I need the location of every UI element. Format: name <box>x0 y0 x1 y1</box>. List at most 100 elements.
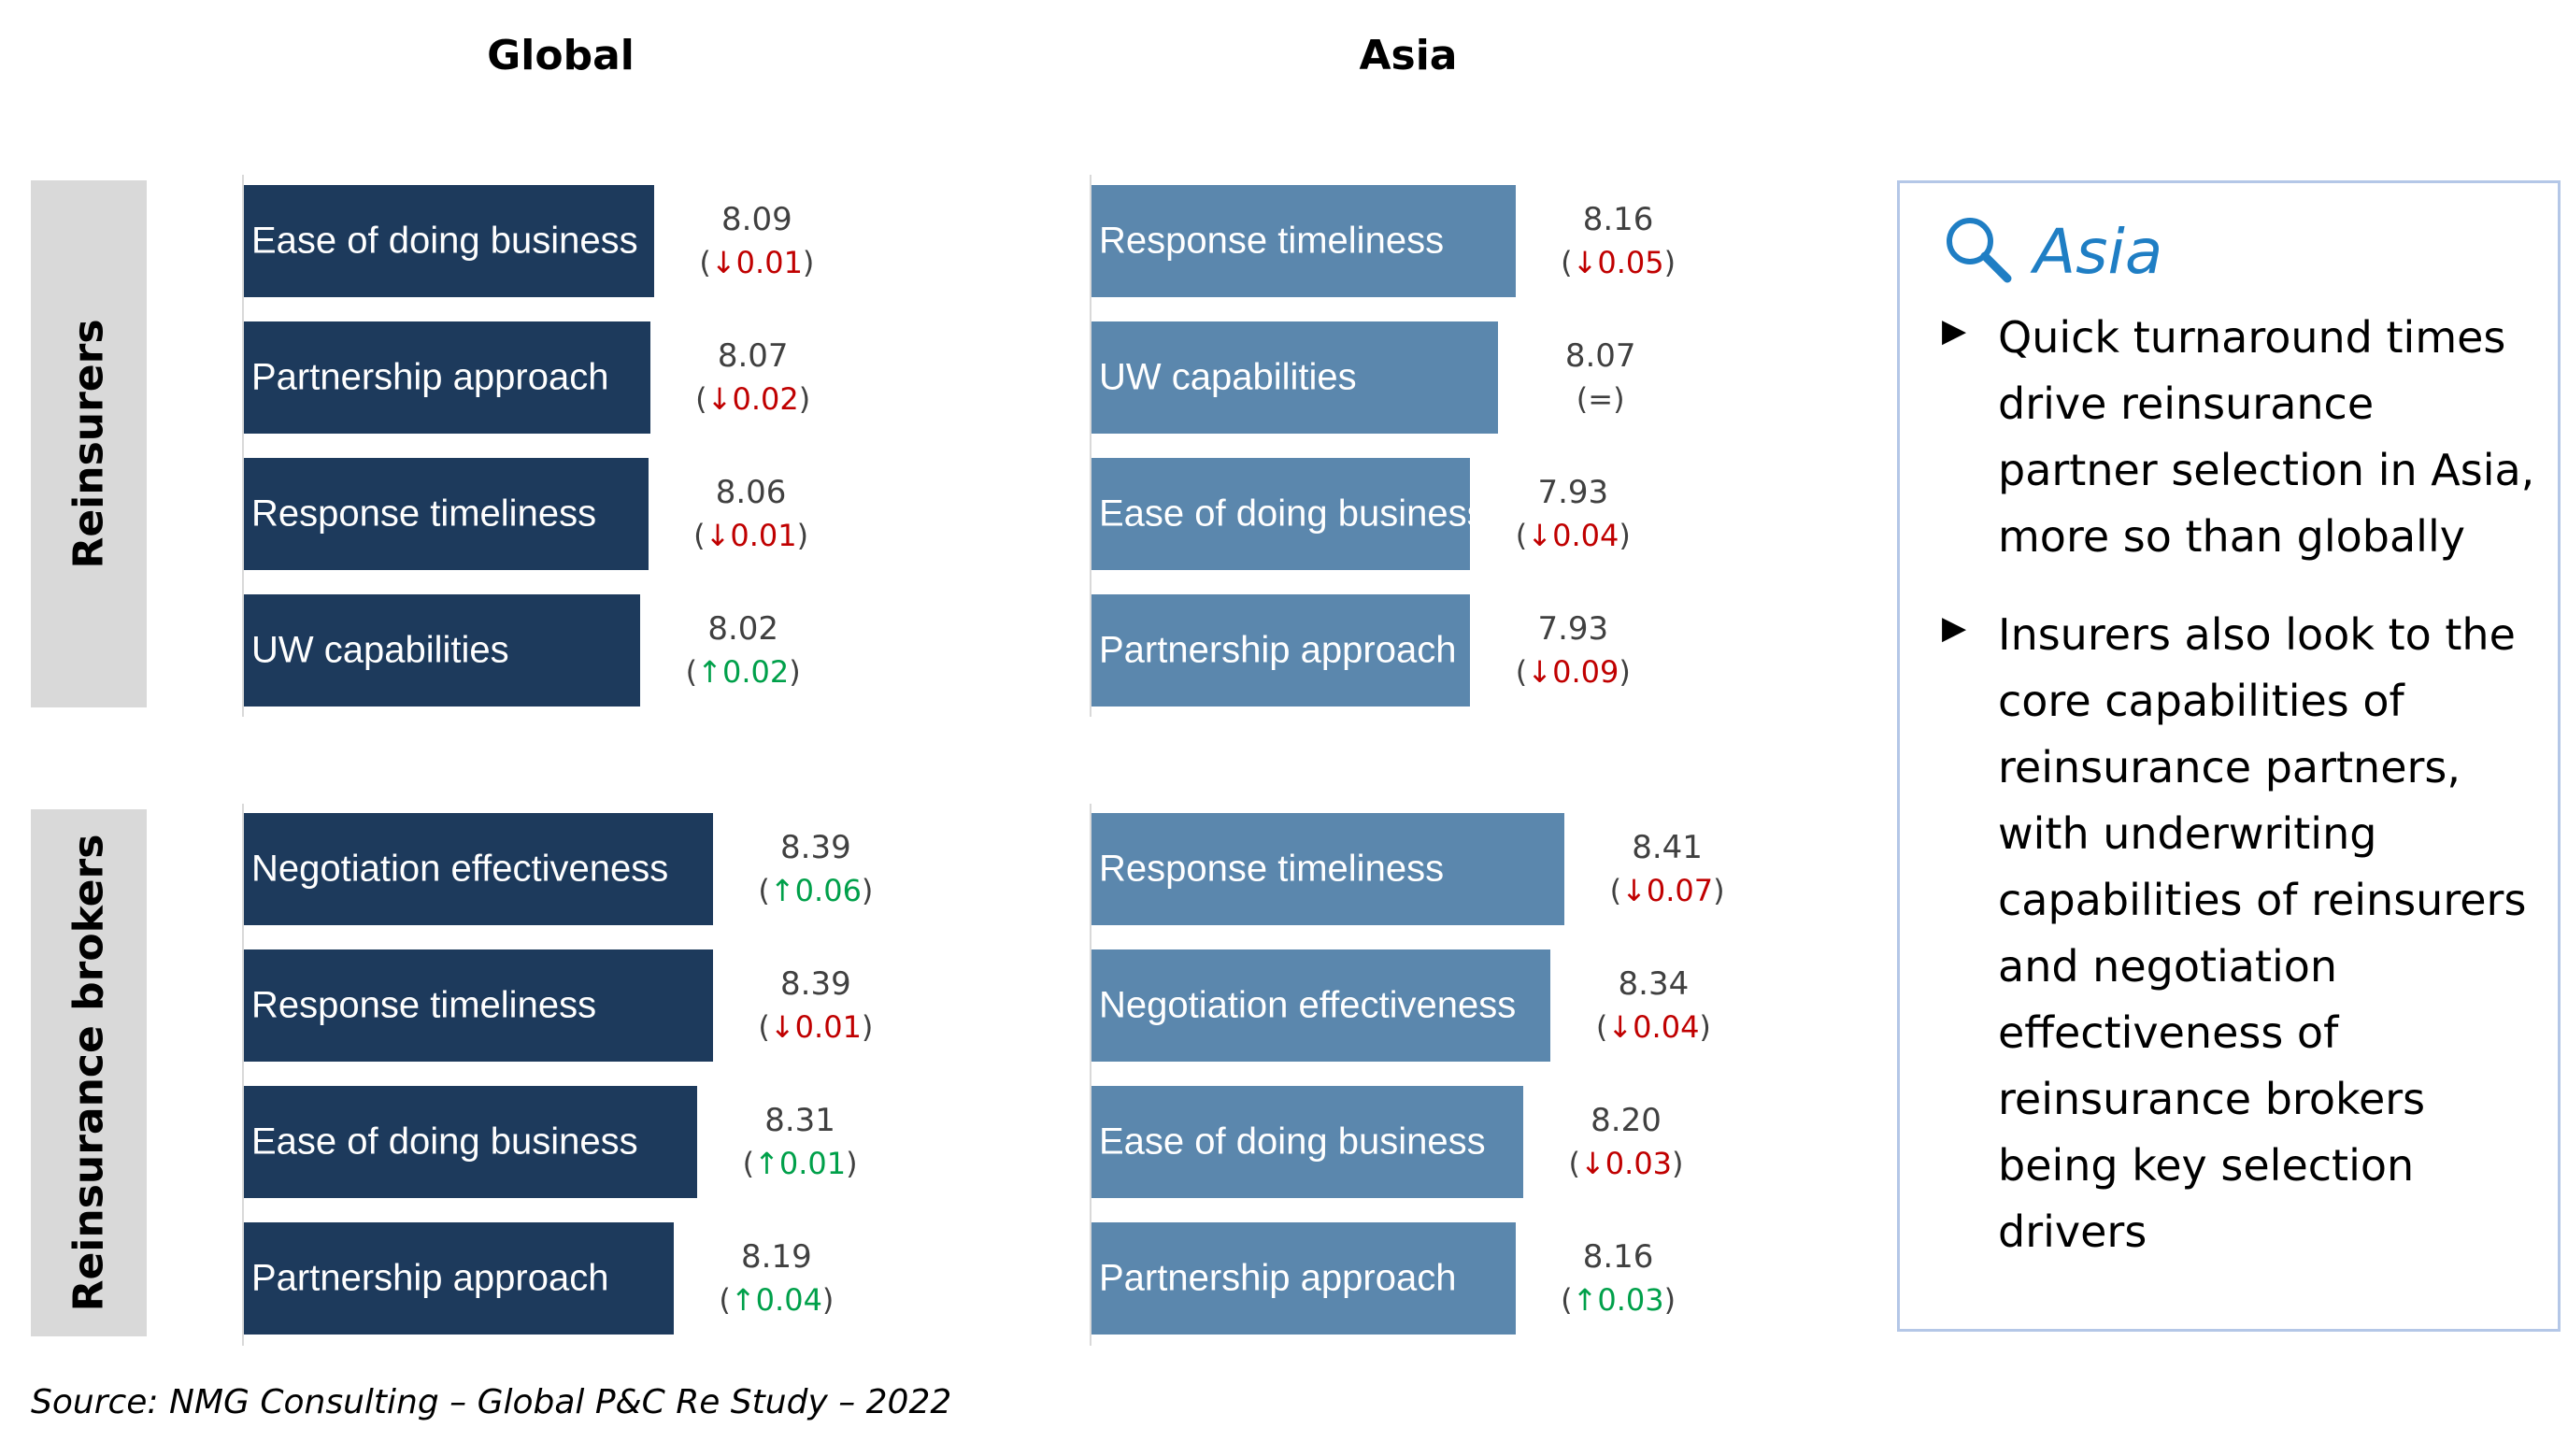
bar-value: 8.07 <box>717 337 789 375</box>
bar-value: 8.06 <box>715 474 787 511</box>
bar-category-label: Partnership approach <box>251 356 609 398</box>
bar-change: (↓0.01) <box>693 518 809 553</box>
bar: Negotiation effectiveness <box>1091 949 1551 1062</box>
bar: UW capabilities <box>1091 321 1498 434</box>
bar-category-label: UW capabilities <box>251 629 509 671</box>
bar: Partnership approach <box>1091 1222 1516 1335</box>
bar-value: 8.31 <box>764 1102 835 1139</box>
bar-value-label: 8.34 (↓0.04) <box>1560 963 1747 1049</box>
bar-change: (↓0.04) <box>1595 1009 1711 1045</box>
bar-value-label: 7.93 (↓0.09) <box>1479 607 1666 693</box>
bar-category-label: Partnership approach <box>1099 629 1457 671</box>
bar-category-label: Partnership approach <box>1099 1257 1457 1299</box>
bar-category-label: Partnership approach <box>251 1257 609 1299</box>
bar-value-label: 8.07 (↓0.02) <box>660 335 847 421</box>
bar-category-label: Negotiation effectiveness <box>251 848 669 890</box>
bar-category-label: Ease of doing business <box>251 220 638 262</box>
global-reinsurers-axis <box>242 175 244 717</box>
bar-value: 7.93 <box>1537 610 1609 648</box>
bar-value-label: 8.16 (↓0.05) <box>1525 198 1712 284</box>
bar-value-label: 8.16 (↑0.03) <box>1525 1235 1712 1321</box>
bar-change: (↓0.04) <box>1515 518 1631 553</box>
bar-value-label: 8.19 (↑0.04) <box>683 1235 870 1321</box>
bar-value: 8.16 <box>1582 1238 1654 1276</box>
bar-value: 8.19 <box>741 1238 812 1276</box>
bar-value-label: 8.31 (↑0.01) <box>706 1099 893 1185</box>
bar-category-label: Negotiation effectiveness <box>1099 984 1517 1026</box>
bar: Response timeliness <box>1091 185 1516 297</box>
bar-category-label: Response timeliness <box>251 984 597 1026</box>
bar-value-label: 8.39 (↓0.01) <box>722 963 909 1049</box>
bar-category-label: Ease of doing business <box>1099 1121 1486 1163</box>
bar-change: (↑0.03) <box>1561 1282 1676 1318</box>
bar-value-label: 8.07 (=) <box>1507 335 1694 421</box>
insight-panel: Asia ▶ Quick turnaround times drive rein… <box>1897 180 2561 1332</box>
bar-value-label: 8.09 (↓0.01) <box>663 198 850 284</box>
bar-value-label: 8.02 (↑0.02) <box>649 607 836 693</box>
bar-category-label: Response timeliness <box>1099 220 1445 262</box>
global-brokers-axis <box>242 804 244 1346</box>
bar: Response timeliness <box>1091 813 1565 925</box>
bar: Ease of doing business <box>244 185 654 297</box>
insight-header: Asia <box>1942 213 2162 291</box>
bar: Partnership approach <box>244 1222 674 1335</box>
bar: Partnership approach <box>1091 594 1471 707</box>
bar-change: (↓0.02) <box>695 381 811 417</box>
brokers-group-box: Reinsurance brokers <box>31 809 147 1336</box>
insight-bullet: ▶ Insurers also look to the core capabil… <box>1942 602 2540 1265</box>
insight-bullets: ▶ Quick turnaround times drive reinsuran… <box>1942 305 2540 1297</box>
bar-category-label: Ease of doing business <box>251 1121 638 1163</box>
bar: Response timeliness <box>244 458 649 570</box>
insight-bullet-text: Quick turnaround times drive reinsurance… <box>1998 312 2535 562</box>
bar-change: (↓0.07) <box>1609 873 1725 908</box>
bar: Negotiation effectiveness <box>244 813 713 925</box>
source-note: Source: NMG Consulting – Global P&C Re S… <box>31 1383 952 1421</box>
insight-title: Asia <box>2033 216 2163 288</box>
asia-brokers-axis <box>1090 804 1091 1346</box>
bar-change: (=) <box>1576 381 1625 417</box>
bar-change: (↑0.06) <box>758 873 874 908</box>
bar-change: (↓0.05) <box>1561 245 1676 280</box>
bar: Response timeliness <box>244 949 713 1062</box>
bar-value: 8.39 <box>780 829 851 866</box>
bar-value-label: 8.06 (↓0.01) <box>658 471 845 557</box>
bar: Partnership approach <box>244 321 650 434</box>
bar: UW capabilities <box>244 594 641 707</box>
bar-value: 8.39 <box>780 965 851 1003</box>
bar-value-label: 7.93 (↓0.04) <box>1479 471 1666 557</box>
bar-value-label: 8.20 (↓0.03) <box>1533 1099 1719 1185</box>
bar-value: 8.41 <box>1632 829 1703 866</box>
bar: Ease of doing business <box>1091 458 1486 570</box>
bar-value: 8.34 <box>1618 965 1690 1003</box>
bar-value-label: 8.39 (↑0.06) <box>722 826 909 912</box>
bar-category-label: Response timeliness <box>251 492 597 535</box>
bar-category-label: Ease of doing business <box>1099 492 1486 535</box>
bar-value: 8.02 <box>707 610 779 648</box>
reinsurers-group-box: Reinsurers <box>31 180 147 707</box>
insight-bullet-text: Insurers also look to the core capabilit… <box>1998 609 2527 1257</box>
search-icon <box>1942 213 2015 291</box>
bar-change: (↑0.01) <box>742 1146 858 1181</box>
bar: Ease of doing business <box>244 1086 698 1198</box>
global-title: Global <box>487 32 635 79</box>
bullet-arrow-icon: ▶ <box>1942 313 1967 349</box>
bar-category-label: Response timeliness <box>1099 848 1445 890</box>
bar-change: (↓0.01) <box>758 1009 874 1045</box>
bar-value: 8.16 <box>1582 201 1654 238</box>
bar-change: (↓0.09) <box>1515 654 1631 690</box>
asia-title: Asia <box>1359 32 1458 79</box>
bar-change: (↓0.03) <box>1568 1146 1684 1181</box>
bar: Ease of doing business <box>1091 1086 1523 1198</box>
bar-change: (↑0.02) <box>685 654 801 690</box>
bar-value: 8.09 <box>721 201 792 238</box>
bullet-arrow-icon: ▶ <box>1942 610 1967 646</box>
bar-value: 8.07 <box>1564 337 1636 375</box>
bar-value: 8.20 <box>1591 1102 1662 1139</box>
bar-category-label: UW capabilities <box>1099 356 1357 398</box>
asia-reinsurers-axis <box>1090 175 1091 717</box>
bar-change: (↓0.01) <box>699 245 815 280</box>
insight-bullet: ▶ Quick turnaround times drive reinsuran… <box>1942 305 2540 570</box>
bar-value: 7.93 <box>1537 474 1609 511</box>
bar-value-label: 8.41 (↓0.07) <box>1574 826 1761 912</box>
